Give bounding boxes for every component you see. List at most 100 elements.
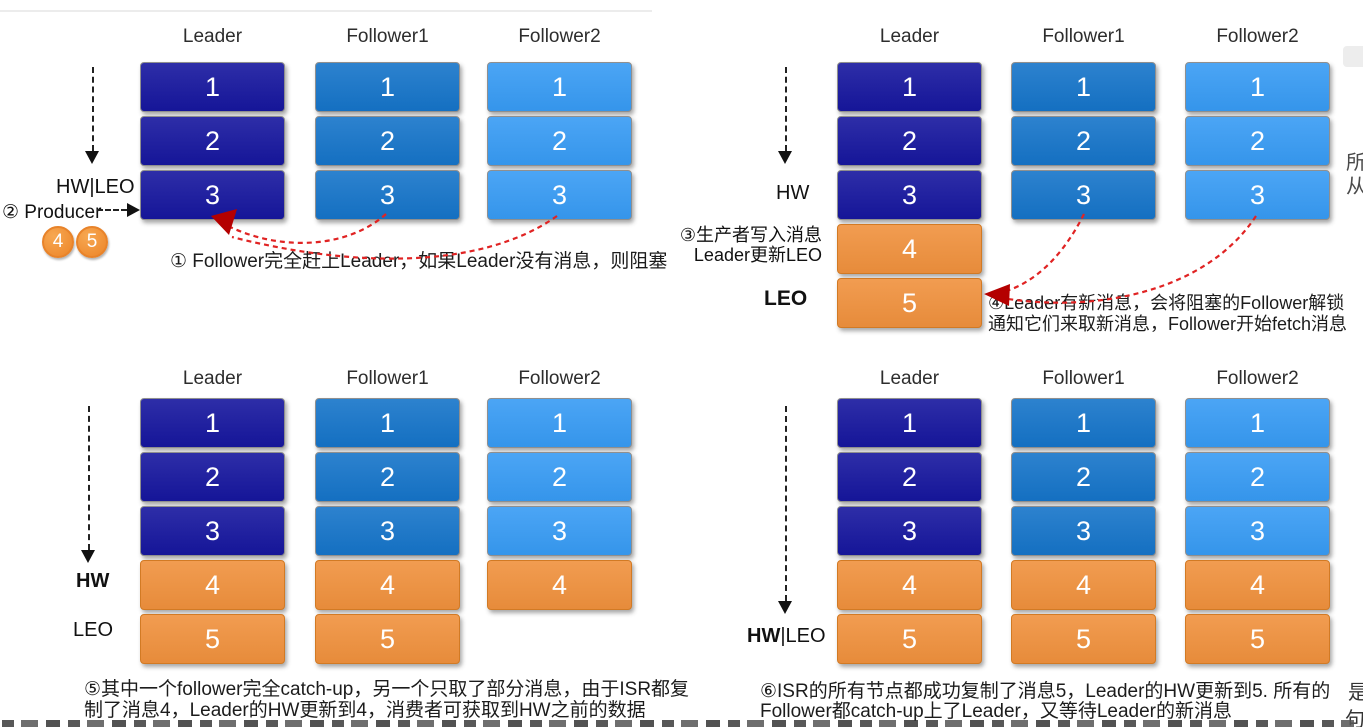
message-block: 1 (837, 62, 982, 112)
message-block: 2 (837, 116, 982, 166)
message-block: 3 (315, 170, 460, 220)
message-block: 2 (1185, 452, 1330, 502)
follower1-column: 1 2 3 (1011, 62, 1156, 224)
message-block: 2 (140, 452, 285, 502)
message-block: 3 (487, 506, 632, 556)
message-block: 3 (1011, 170, 1156, 220)
message-block: 5 (1011, 614, 1156, 664)
clipped-text-fragment: 所 (1346, 152, 1363, 174)
down-arrow-dashed-icon (88, 406, 90, 550)
pending-message-4: 4 (42, 226, 74, 258)
hw-leo-label: HW|LEO (747, 625, 826, 648)
message-block: 2 (315, 116, 460, 166)
message-block: 5 (315, 614, 460, 664)
note-line1: ③生产者写入消息 (679, 225, 822, 245)
clipped-text-row (2, 720, 1354, 727)
column-header-leader: Leader (182, 368, 243, 389)
message-block: 1 (140, 398, 285, 448)
message-block: 2 (487, 452, 632, 502)
clipped-gray-box (1343, 46, 1363, 67)
column-header-follower1: Follower1 (346, 26, 429, 47)
message-block: 3 (837, 506, 982, 556)
message-block: 3 (140, 506, 285, 556)
message-block: 1 (1011, 62, 1156, 112)
message-block: 1 (140, 62, 285, 112)
leader-column: 1 2 3 4 5 (140, 398, 285, 668)
message-block: 4 (487, 560, 632, 610)
top-divider (0, 10, 652, 12)
message-block: 1 (487, 398, 632, 448)
leo-label: |LEO (780, 625, 826, 647)
column-header-follower2: Follower2 (518, 368, 601, 389)
caption-step1: ① Follower完全赶上Leader，如果Leader没有消息，则阻塞 (170, 251, 668, 272)
hw-leo-label: HW|LEO (56, 176, 135, 198)
follower2-column: 1 2 3 4 (487, 398, 632, 614)
message-block: 4 (1011, 560, 1156, 610)
message-block: 5 (837, 614, 982, 664)
message-block: 4 (140, 560, 285, 610)
caption-step4-line2: 通知它们来取新消息，Follower开始fetch消息 (988, 314, 1348, 334)
down-arrowhead-icon (778, 601, 792, 614)
follower1-column: 1 2 3 4 5 (315, 398, 460, 668)
pending-message-5: 5 (76, 226, 108, 258)
leo-label: LEO (764, 287, 808, 310)
column-header-leader: Leader (182, 26, 243, 47)
hw-label: HW (747, 625, 781, 647)
clipped-text-fragment: 是 (1348, 682, 1363, 704)
column-header-leader: Leader (879, 26, 940, 47)
producer-dashed-line-icon (97, 209, 127, 211)
column-header-follower1: Follower1 (346, 368, 429, 389)
column-header-follower2: Follower2 (1216, 368, 1299, 389)
message-block: 2 (315, 452, 460, 502)
column-header-follower1: Follower1 (1042, 26, 1125, 47)
message-block: 3 (487, 170, 632, 220)
message-block: 5 (140, 614, 285, 664)
message-block: 1 (837, 398, 982, 448)
follower1-column: 1 2 3 (315, 62, 460, 224)
follower2-column: 1 2 3 (1185, 62, 1330, 224)
message-block: 2 (140, 116, 285, 166)
message-block: 2 (1185, 116, 1330, 166)
message-block: 4 (837, 560, 982, 610)
leader-column: 1 2 3 4 5 (837, 398, 982, 668)
message-block: 4 (837, 224, 982, 274)
caption-step4-line1: ④Leader有新消息，会将阻塞的Follower解锁 (988, 293, 1345, 313)
producer-arrowhead-icon (127, 203, 140, 217)
message-block: 3 (1185, 170, 1330, 220)
message-block: 3 (837, 170, 982, 220)
caption-step5-line2: 制了消息4，Leader的HW更新到4，消费者可获取到HW之前的数据 (84, 700, 646, 721)
message-block: 3 (315, 506, 460, 556)
caption-step5-line1: ⑤其中一个follower完全catch-up，另一个只取了部分消息，由于ISR… (84, 679, 690, 700)
message-block: 3 (1011, 506, 1156, 556)
message-block: 1 (1185, 62, 1330, 112)
leo-label: LEO (73, 619, 114, 641)
column-header-follower1: Follower1 (1042, 368, 1125, 389)
fetch-arrow-follower1-icon (1005, 213, 1085, 293)
message-block: 3 (140, 170, 285, 220)
down-arrow-dashed-icon (785, 406, 787, 601)
caption-step6-line2: Follower都catch-up上了Leader，又等待Leader的新消息 (760, 701, 1232, 722)
hw-label: HW (776, 182, 810, 204)
follower2-column: 1 2 3 4 5 (1185, 398, 1330, 668)
message-block: 2 (487, 116, 632, 166)
note-line2: Leader更新LEO (693, 245, 822, 265)
hw-label: HW (76, 570, 110, 592)
message-block: 4 (315, 560, 460, 610)
caption-step6-line1: ⑥ISR的所有节点都成功复制了消息5，Leader的HW更新到5. 所有的 (760, 681, 1331, 702)
message-block: 1 (1185, 398, 1330, 448)
message-block: 5 (837, 278, 982, 328)
message-block: 1 (315, 398, 460, 448)
leader-column: 1 2 3 4 5 (837, 62, 982, 332)
clipped-text-fragment: 从 (1346, 176, 1363, 198)
down-arrow-dashed-icon (92, 67, 94, 151)
down-arrowhead-icon (85, 151, 99, 164)
column-header-follower2: Follower2 (518, 26, 601, 47)
message-block: 2 (837, 452, 982, 502)
down-arrowhead-icon (778, 151, 792, 164)
fetch-arrow-follower2-icon (1007, 215, 1257, 304)
message-block: 4 (1185, 560, 1330, 610)
message-block: 1 (315, 62, 460, 112)
leader-column: 1 2 3 (140, 62, 285, 224)
message-block: 1 (1011, 398, 1156, 448)
